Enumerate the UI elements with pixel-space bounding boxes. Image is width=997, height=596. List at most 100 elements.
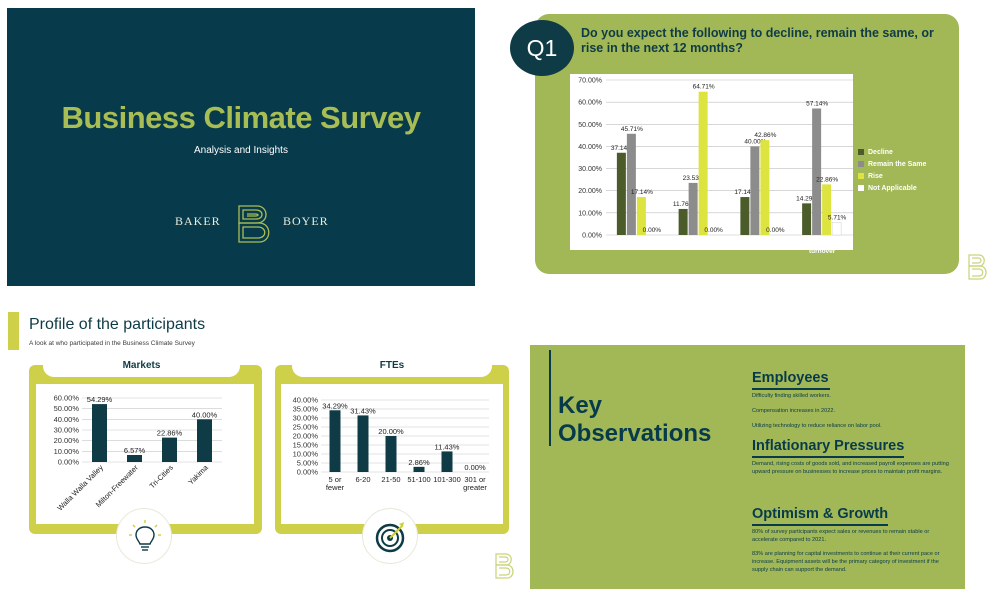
optimism-underline [752,524,888,526]
legend-swatch [858,149,864,155]
observations-title: Key Observations [558,392,711,448]
bar [678,208,688,235]
data-label: 42.86% [754,132,776,139]
employees-heading: Employees [752,370,829,386]
y-tick-label: 0.00% [58,458,80,467]
ftes-bar-chart: 0.00%5.00%10.00%15.00%20.00%25.00%30.00%… [281,384,503,524]
y-tick-label: 30.00% [293,414,319,423]
y-tick-label: 10.00% [54,447,80,456]
legend-swatch [858,173,864,179]
legend-label: Not Applicable [868,184,917,192]
data-label: 14.29% [796,195,818,202]
bar [127,454,142,462]
b-monogram-icon [495,553,514,579]
y-tick-label: 5.00% [297,459,319,468]
bar [688,182,698,235]
legend-swatch [858,161,864,167]
data-label: 31.43% [350,406,376,415]
bar [441,451,453,472]
y-tick-label: 70.00% [578,78,602,85]
x-tick-label: Profit margins [615,240,659,247]
y-tick-label: 40.00% [578,144,602,151]
data-label: 40.00% [192,410,218,419]
data-label: 17.14% [631,189,653,196]
y-tick-label: 10.00% [293,450,319,459]
legend-item: Rise [858,170,926,182]
bar [822,184,832,235]
bar [413,466,425,472]
y-tick-label: 15.00% [293,441,319,450]
q1-bar-chart: 0.00% 10.00% 20.00% 30.00% 40.00% 50.00% 60.00… [570,74,853,255]
bar [626,133,636,235]
data-label: 57.14% [806,100,828,107]
y-tick-label: 50.00% [54,404,80,413]
bar [760,140,770,235]
baker-boyer-logo: BAKER BOYER [7,204,475,244]
logo-word-left: BAKER [175,214,221,228]
data-label: 0.00% [704,227,723,234]
bar [812,108,822,235]
data-label: 22.86% [157,429,183,438]
x-tick-label: 5 or [329,475,342,484]
data-label: 11.43% [435,442,460,451]
survey-subtitle: Analysis and Insights [194,145,288,156]
bar [92,404,107,462]
legend-item: Not Applicable [858,182,926,194]
bar [802,203,812,235]
y-tick-label: 20.00% [54,436,80,445]
optimism-line-1: 80% of survey participants expect sales … [752,529,930,543]
bar [357,415,369,472]
accent-bar [8,312,19,350]
data-label: 6.57% [124,446,146,455]
target-icon [375,522,405,553]
data-label: 37.14% [611,145,633,152]
ftes-tab[interactable]: FTEs [292,355,492,377]
bar [740,197,750,235]
title-line-1: Key [558,392,603,419]
y-tick-label: 40.00% [293,396,319,405]
data-label: 0.00% [766,227,785,234]
y-tick-label: 35.00% [293,405,319,414]
bar [698,91,708,236]
legend-label: Remain the Same [868,160,927,168]
y-tick-label: 60.00% [54,394,80,403]
markets-icon-circle [116,508,172,564]
title-line-2: Observations [558,420,712,447]
y-tick-label: 50.00% [578,122,602,129]
employees-line-2: Compensation increases in 2022. [752,408,836,414]
optimism-line-2: 83% are planning for capital investments… [752,551,940,573]
title-slide[interactable]: Business Climate Survey Analysis and Ins… [7,8,475,286]
inflation-underline [752,456,904,458]
markets-tab[interactable]: Markets [43,355,240,377]
data-label: 40.00% [744,138,766,145]
data-label: 23.53% [683,175,705,182]
q1-badge: Q1 [510,20,574,76]
data-label: 22.86% [816,176,838,183]
ftes-icon-circle [362,508,418,564]
chart-background [36,384,254,524]
x-tick-label: 51-100 [407,475,430,484]
inflation-line-1: Demand, rising costs of goods sold, and … [752,461,949,475]
employees-line-1: Difficulty finding skilled workers. [752,393,831,399]
observations-slide[interactable] [530,345,965,589]
employees-underline [752,388,830,390]
profile-title: Profile of the participants [29,316,206,333]
optimism-heading: Optimism & Growth [752,506,889,522]
y-tick-label: 60.00% [578,100,602,107]
x-tick-label: Capital spending [734,240,786,247]
legend-item: Remain the Same [858,158,926,170]
legend-label: Decline [868,148,893,156]
logo-word-right: BOYER [283,214,329,228]
bar [831,222,842,236]
x-tick-label: 101-300 [433,475,461,484]
y-tick-label: 20.00% [578,188,602,195]
b-monogram-icon [968,254,987,280]
bar [616,152,626,235]
data-label: 20.00% [378,427,404,436]
bar [329,410,341,472]
x-tick-label: 301 or [464,475,486,484]
bar [162,437,177,462]
survey-title: Business Climate Survey [61,100,421,135]
bar [385,436,397,472]
data-label: 54.29% [87,395,113,404]
